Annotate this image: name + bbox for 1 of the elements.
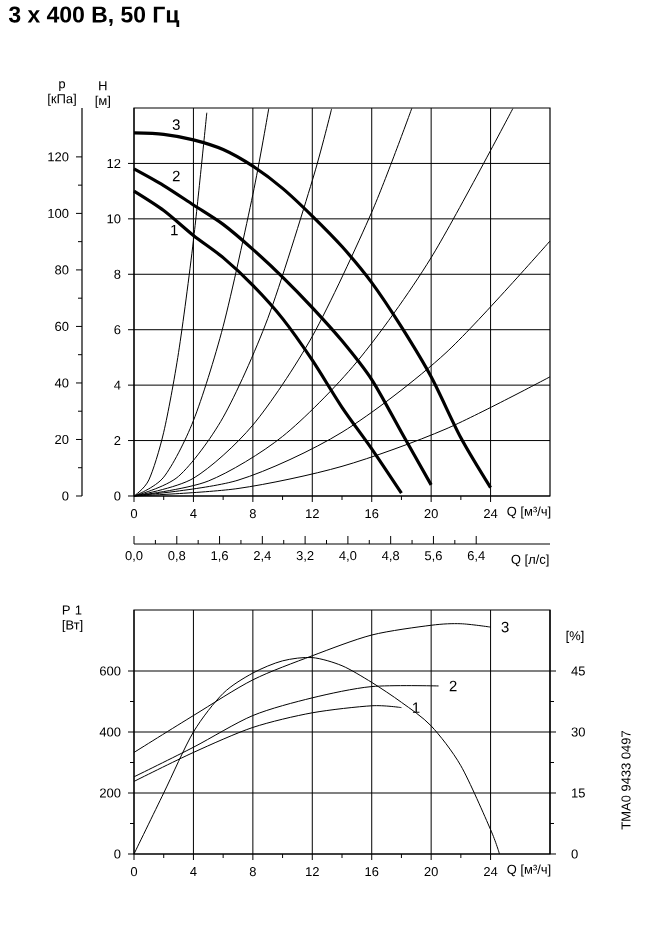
chart-title: 3 x 400 В, 50 Гц [8, 6, 180, 27]
